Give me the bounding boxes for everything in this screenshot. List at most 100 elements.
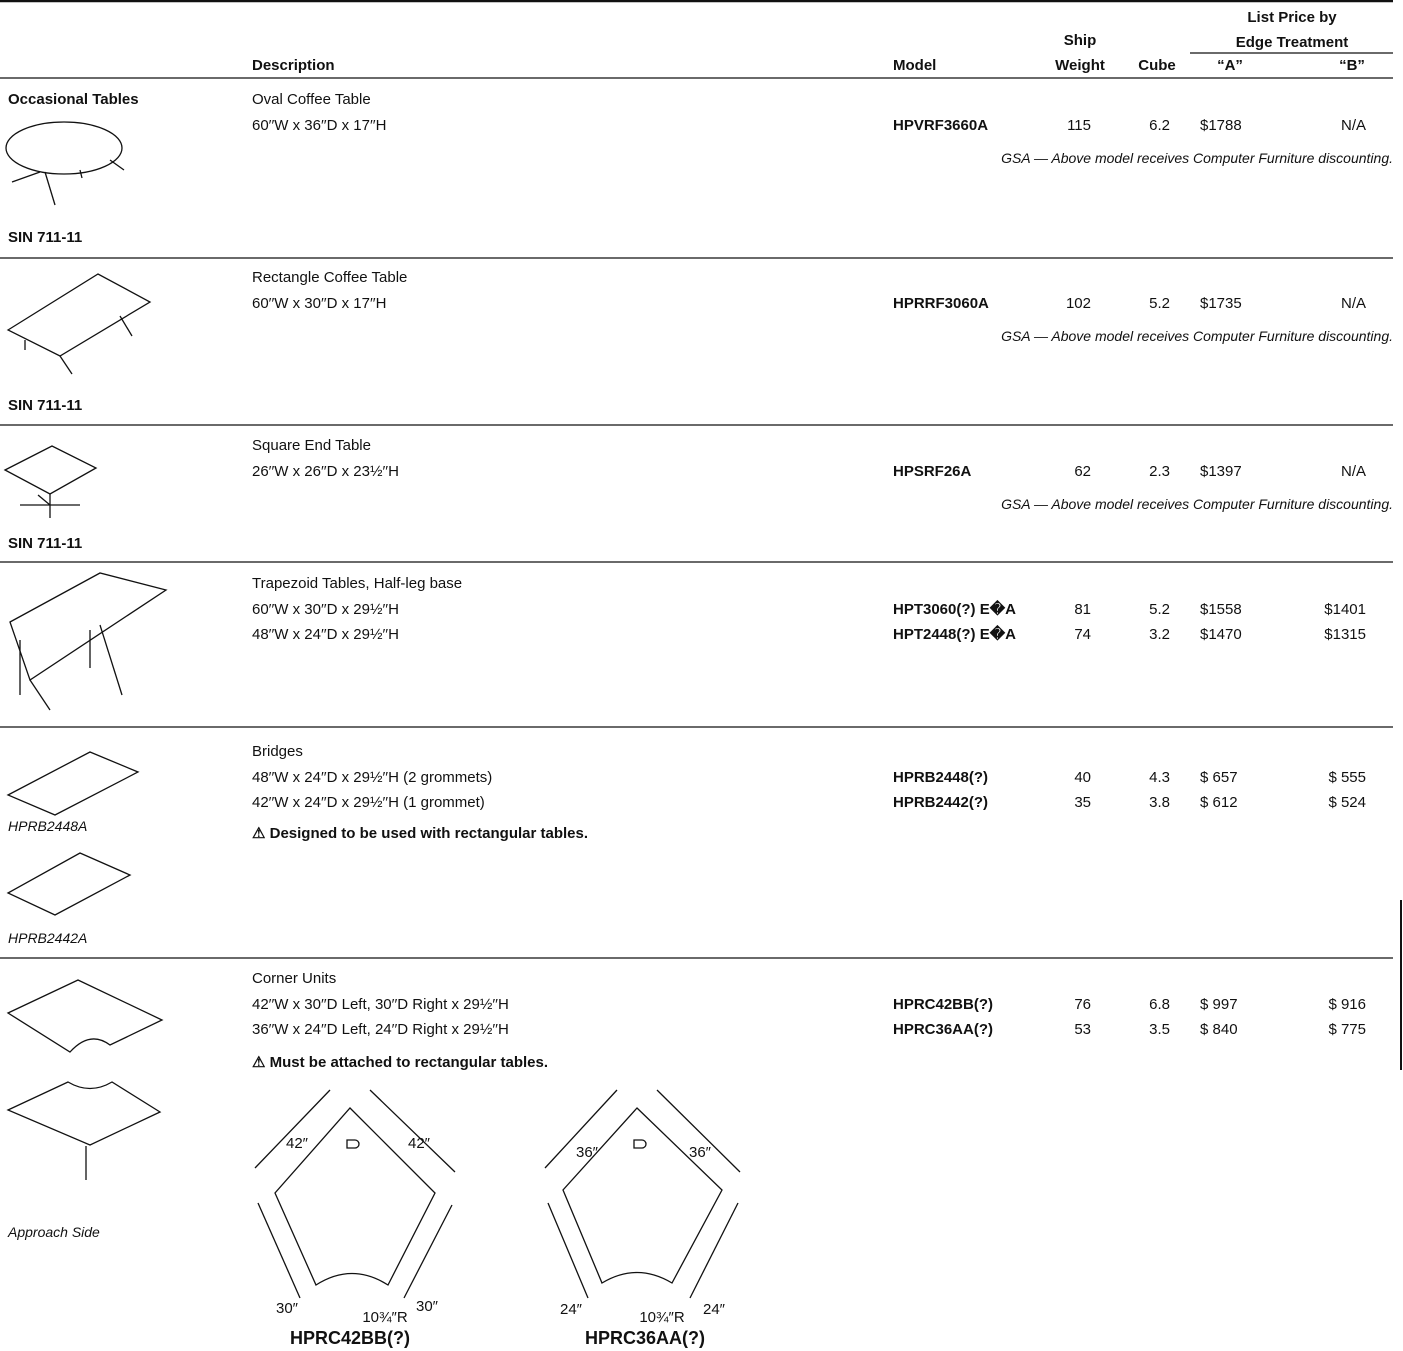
- price-b: $ 555: [1328, 769, 1366, 786]
- gsa-note: GSA — Above model receives Computer Furn…: [1001, 150, 1393, 166]
- dimension-label: 36″: [689, 1144, 711, 1161]
- dimension-label: 24″: [560, 1301, 582, 1318]
- gsa-note: GSA — Above model receives Computer Furn…: [1001, 496, 1393, 512]
- dimensions: 48′′W x 24′′D x 29½′′H (2 grommets): [252, 769, 493, 786]
- cube: 5.2: [1149, 601, 1170, 618]
- diagram-label: HPRC42BB(?): [289, 1328, 411, 1348]
- header-label: Ship: [1063, 32, 1097, 49]
- ship-weight: 81: [1074, 601, 1091, 618]
- model: HPT3060(?) E�A: [893, 601, 1016, 618]
- dimensions: 48′′W x 24′′D x 29½′′H: [252, 626, 399, 643]
- price-b: $ 916: [1328, 996, 1366, 1013]
- price-a: $1470: [1200, 626, 1242, 643]
- price-a: $ 657: [1200, 769, 1238, 786]
- image-caption: Approach Side: [8, 1224, 100, 1240]
- price-b: $ 524: [1328, 794, 1366, 811]
- cube: 3.2: [1149, 626, 1170, 643]
- cube: 5.2: [1149, 295, 1170, 312]
- dimension-label: 30″: [416, 1298, 438, 1315]
- dimensions: 36′′W x 24′′D Left, 24′′D Right x 29½′′H: [252, 1021, 509, 1038]
- price-a: $1397: [1200, 463, 1242, 480]
- warning: ⚠ Designed to be used with rectangular t…: [252, 825, 589, 842]
- header-label: Cube: [1138, 57, 1176, 74]
- price-a: $1558: [1200, 601, 1242, 618]
- model: HPT2448(?) E�A: [893, 626, 1016, 643]
- price-a: $1788: [1200, 117, 1242, 134]
- price-a: $ 997: [1200, 996, 1238, 1013]
- dimensions: 60′′W x 36′′D x 17′′H: [252, 117, 387, 134]
- ship-weight: 40: [1074, 769, 1091, 786]
- product-title: Oval Coffee Table: [252, 91, 371, 108]
- ship-weight: 35: [1074, 794, 1091, 811]
- diagram-label: HPRC36AA(?): [584, 1328, 706, 1348]
- dimension-label: 42″: [408, 1135, 430, 1152]
- price-b: N/A: [1340, 463, 1366, 480]
- ship-weight: 53: [1074, 1021, 1091, 1038]
- ship-weight: 62: [1074, 463, 1091, 480]
- dimension-label: 24″: [703, 1301, 725, 1318]
- ship-weight: 76: [1074, 996, 1091, 1013]
- dimension-label: 42″: [286, 1135, 308, 1152]
- warning: ⚠ Must be attached to rectangular tables…: [252, 1054, 549, 1071]
- price-a: $ 840: [1200, 1021, 1238, 1038]
- dimension-label: 36″: [576, 1144, 598, 1161]
- oval-table-sketch: [5, 121, 125, 206]
- model: HPRC42BB(?): [893, 996, 994, 1013]
- header-label: Edge Treatment: [1235, 34, 1349, 51]
- ship-weight: 102: [1065, 295, 1091, 312]
- dimensions: 60′′W x 30′′D x 17′′H: [252, 295, 387, 312]
- ship-weight: 74: [1074, 626, 1091, 643]
- trapezoid-table-sketch: [9, 572, 168, 711]
- dimensions: 26′′W x 26′′D x 23½′′H: [252, 463, 399, 480]
- header-label: “A”: [1217, 57, 1243, 74]
- cube: 2.3: [1149, 463, 1170, 480]
- price-b: $1401: [1324, 601, 1366, 618]
- price-a: $1735: [1200, 295, 1242, 312]
- product-title: Corner Units: [252, 970, 337, 987]
- price-b: N/A: [1340, 295, 1366, 312]
- price-b: $ 775: [1328, 1021, 1366, 1038]
- cube: 6.2: [1149, 117, 1170, 134]
- cube: 6.8: [1149, 996, 1170, 1013]
- dimensions: 60′′W x 30′′D x 29½′′H: [252, 601, 399, 618]
- header-label: “B”: [1339, 57, 1365, 74]
- gsa-note: GSA — Above model receives Computer Furn…: [1001, 328, 1393, 344]
- product-title: Trapezoid Tables, Half-leg base: [252, 575, 463, 592]
- model: HPSRF26A: [893, 463, 972, 480]
- model: HPRC36AA(?): [893, 1021, 994, 1038]
- dimensions: 42′′W x 24′′D x 29½′′H (1 grommet): [252, 794, 485, 811]
- product-title: Square End Table: [252, 437, 371, 454]
- header-label: Weight: [1055, 57, 1105, 74]
- square-table-sketch: [3, 445, 98, 518]
- corner-diagram-36: [544, 1089, 741, 1299]
- bridge-sketch: [6, 751, 140, 916]
- sin: SIN 711-11: [8, 535, 83, 552]
- radius-label: 10¾″R: [362, 1309, 408, 1326]
- header-label: Description: [252, 57, 335, 74]
- sin: SIN 711-11: [8, 397, 83, 414]
- price-a: $ 612: [1200, 794, 1238, 811]
- model: HPRB2442(?): [893, 794, 989, 811]
- dimension-label: 30″: [276, 1300, 298, 1317]
- image-caption: HPRB2442A: [8, 930, 88, 946]
- model: HPRB2448(?): [893, 769, 989, 786]
- header-label: Model: [893, 57, 937, 74]
- header-label: List Price by: [1247, 9, 1337, 26]
- cube: 3.5: [1149, 1021, 1170, 1038]
- image-caption: HPRB2448A: [8, 818, 88, 834]
- price-b: N/A: [1340, 117, 1366, 134]
- cube: 4.3: [1149, 769, 1170, 786]
- sin: SIN 711-11: [8, 229, 83, 246]
- dimensions: 42′′W x 30′′D Left, 30′′D Right x 29½′′H: [252, 996, 509, 1013]
- category: Occasional Tables: [8, 91, 139, 108]
- product-title: Bridges: [252, 743, 303, 760]
- ship-weight: 115: [1067, 117, 1091, 134]
- product-title: Rectangle Coffee Table: [252, 269, 408, 286]
- model: HPRRF3060A: [893, 295, 989, 312]
- corner-unit-sketch: [6, 979, 164, 1180]
- model: HPVRF3660A: [893, 117, 989, 134]
- radius-label: 10¾″R: [639, 1309, 685, 1326]
- price-b: $1315: [1324, 626, 1366, 643]
